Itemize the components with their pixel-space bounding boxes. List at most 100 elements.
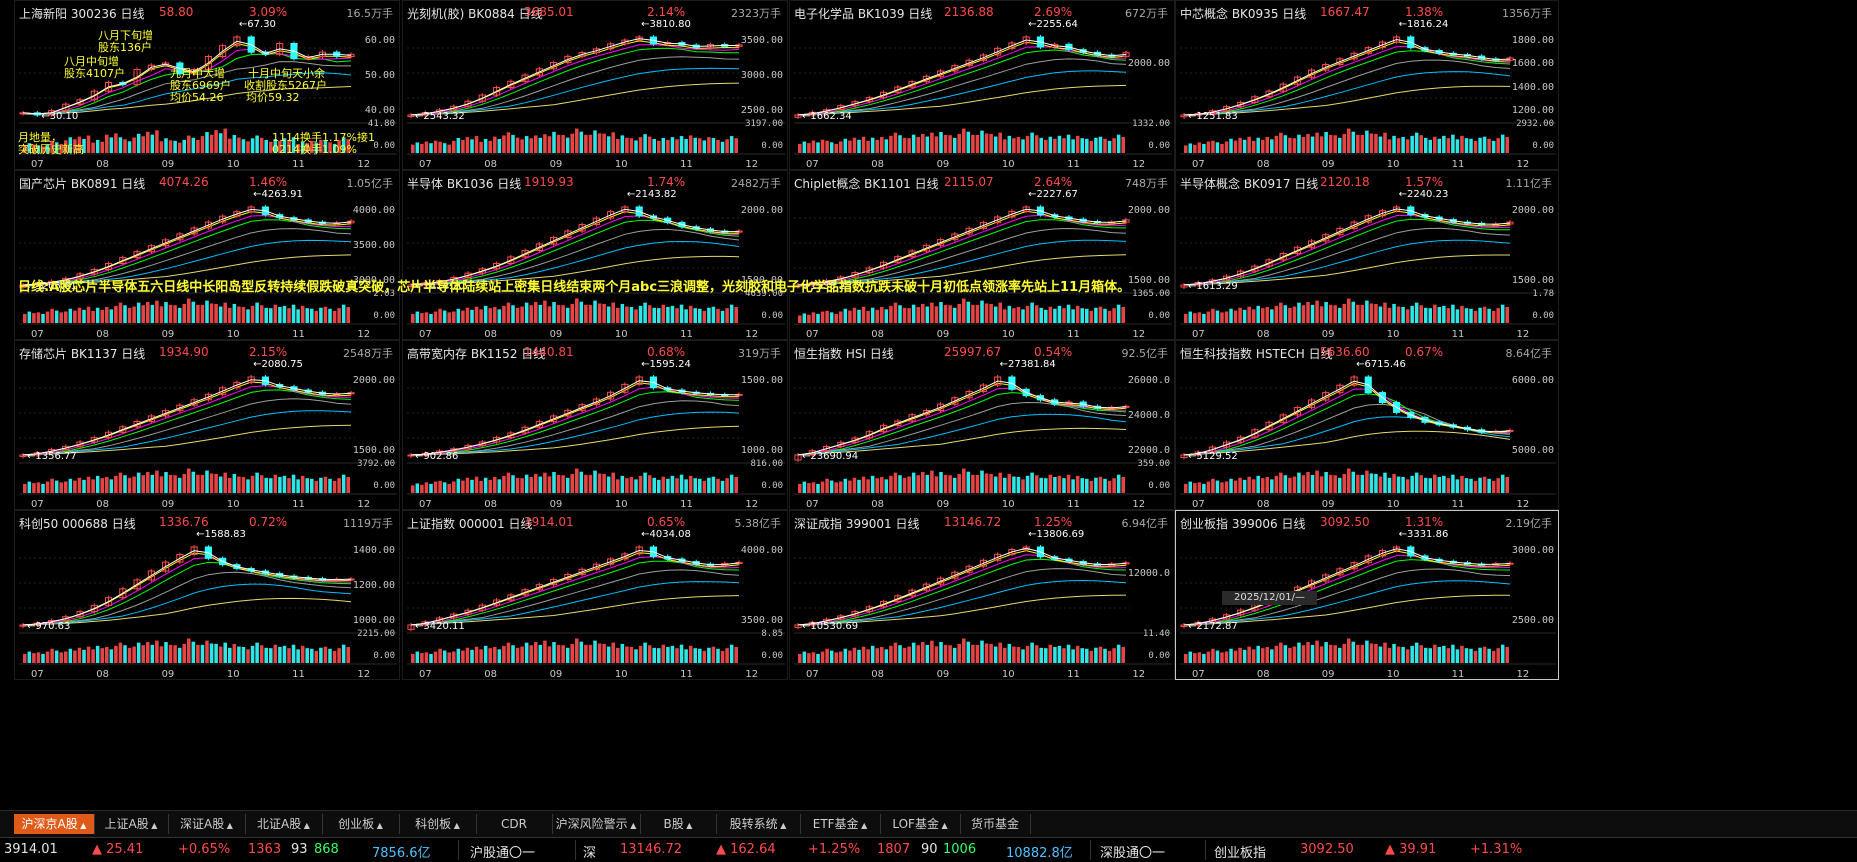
- volume-bar: [930, 302, 934, 323]
- volume-bar: [1238, 137, 1242, 153]
- x-axis-tick: 09: [1321, 159, 1335, 170]
- volume-bar: [159, 476, 164, 493]
- volume-bar: [984, 643, 989, 663]
- candle: [219, 387, 227, 395]
- moving-average-line: [797, 554, 1127, 626]
- dropdown-arrow-icon: ▲: [858, 821, 868, 830]
- volume-bar: [716, 648, 720, 663]
- tab-10[interactable]: ETF基金 ▲: [800, 814, 881, 834]
- tab-4[interactable]: 创业板 ▲: [322, 814, 400, 834]
- volume-bar: [447, 144, 451, 153]
- tab-1[interactable]: 上证A股 ▲: [94, 814, 169, 834]
- chart-panel[interactable]: 深证成指 399001 日线 13146.72 1.25% 6.94亿手 ←13806.…: [789, 510, 1175, 680]
- chart-panel[interactable]: 科创50 000688 日线 1336.76 0.72% 1119万手 ←1588.83…: [14, 510, 400, 680]
- tab-3[interactable]: 北证A股 ▲: [245, 814, 323, 834]
- tab-6[interactable]: CDR: [476, 814, 553, 834]
- candle: [851, 611, 859, 617]
- volume-bar: [647, 305, 652, 323]
- annotation-text: 均价59.32: [246, 91, 300, 104]
- volume-bar: [848, 310, 852, 323]
- candle: [176, 553, 184, 563]
- chart-panel[interactable]: 恒生指数 HSI 日线 25997.67 0.54% 92.5亿手 ←27381.84 ←…: [789, 340, 1175, 510]
- moving-average-line: [797, 401, 1127, 456]
- volume-bar: [1012, 476, 1016, 493]
- tab-11[interactable]: LOF基金 ▲: [880, 814, 961, 834]
- chart-panel[interactable]: Chiplet概念 BK1101 日线 2115.07 2.64% 748万手 ←222…: [789, 170, 1175, 340]
- tab-12[interactable]: 货币基金: [960, 814, 1031, 834]
- volume-bar: [300, 141, 305, 153]
- volume-bar: [870, 475, 875, 493]
- volume-bar: [479, 480, 483, 493]
- chart-price: 1667.47: [1320, 5, 1370, 19]
- volume-bar: [520, 646, 524, 663]
- chart-panel[interactable]: 半导体 BK1036 日线 1919.93 1.74% 2482万手 ←2143.82 ←…: [402, 170, 788, 340]
- candle: [435, 617, 444, 623]
- chart-volume: 92.5亿手: [1121, 347, 1169, 360]
- volume-bar: [68, 137, 73, 153]
- volume-bar: [415, 483, 420, 493]
- chart-header: 恒生指数 HSI 日线 25997.67 0.54% 92.5亿手: [794, 345, 1168, 361]
- tab-5[interactable]: 科创板 ▲: [399, 814, 477, 834]
- volume-bar: [861, 476, 866, 493]
- peak-label: ←3331.86: [1398, 529, 1449, 540]
- volume-bar: [319, 647, 323, 663]
- volume-bar: [196, 140, 200, 153]
- chart-panel[interactable]: 国产芯片 BK0891 日线 4074.26 1.46% 1.05亿手 ←4263.91…: [14, 170, 400, 340]
- volume-bar: [647, 475, 652, 493]
- volume-bar: [95, 139, 100, 153]
- candle: [937, 239, 945, 246]
- chart-panel[interactable]: 上证指数 000001 日线 3914.01 0.65% 5.38亿手 ←4034.08…: [402, 510, 788, 680]
- sgt-link[interactable]: 深股通〇一: [1100, 846, 1166, 861]
- volume-bar: [515, 307, 520, 323]
- chart-panel[interactable]: 中芯概念 BK0935 日线 1667.47 1.38% 1356万手 ←1816.24…: [1175, 0, 1559, 170]
- candle: [578, 568, 586, 575]
- chart-panel[interactable]: 光刻机(胶) BK0884 日线 3685.01 2.14% 2323万手 ←3810.…: [402, 0, 788, 170]
- volume-bar: [114, 305, 118, 323]
- candle: [133, 420, 141, 428]
- chart-panel[interactable]: 半导体概念 BK0917 日线 2120.18 1.57% 1.11亿手 ←2240.2…: [1175, 170, 1559, 340]
- volume-axis-tick: 11.40: [1142, 629, 1170, 639]
- volume-bar: [547, 476, 552, 493]
- volume-bar: [36, 145, 41, 153]
- volume-bar: [907, 138, 911, 153]
- x-axis-tick: 07: [419, 159, 432, 170]
- volume-bar: [1184, 313, 1188, 323]
- volume-bar: [657, 140, 661, 153]
- volume-axis-tick: 2.03: [373, 289, 395, 299]
- volume-bar: [1356, 644, 1360, 663]
- volume-bar: [857, 309, 861, 323]
- volume-bar: [962, 468, 966, 493]
- status-bar: 3914.01 ▲ 25.41 +0.65% 1363 93 868 7856.…: [0, 837, 1857, 862]
- volume-bar: [506, 302, 511, 323]
- volume-bar: [852, 477, 857, 493]
- volume-bar: [150, 304, 155, 323]
- tab-0[interactable]: 沪深京A股 ▲: [14, 814, 95, 834]
- volume-bar: [1405, 649, 1410, 663]
- chart-panel[interactable]: 创业板指 399006 日线 3092.50 1.31% 2.19亿手 ←3331.86…: [1175, 510, 1559, 680]
- chart-panel[interactable]: 高带宽内存 BK1152 日线 1440.81 0.68% 319万手 ←1595.24…: [402, 340, 788, 510]
- chart-panel[interactable]: 电子化学品 BK1039 日线 2136.88 2.69% 672万手 ←2255.64…: [789, 0, 1175, 170]
- sz-down-count: 1006: [943, 842, 977, 857]
- tab-2[interactable]: 深证A股 ▲: [168, 814, 246, 834]
- candle: [1208, 446, 1216, 453]
- chart-panel[interactable]: 上海新阳 300236 日线 58.80 3.09% 16.5万手 ←67.30 ←30.…: [14, 0, 400, 170]
- cyb-index-pct: +1.31%: [1470, 842, 1523, 857]
- chart-panel[interactable]: 存储芯片 BK1137 日线 1934.90 2.15% 2548万手 ←2080.75…: [14, 340, 400, 510]
- candle: [908, 250, 916, 258]
- volume-bar: [957, 473, 961, 493]
- volume-bar: [1279, 132, 1283, 153]
- candle: [1008, 210, 1016, 218]
- volume-bar: [820, 651, 825, 663]
- hgt-link[interactable]: 沪股通〇一: [470, 846, 536, 861]
- volume-bar: [1220, 143, 1224, 153]
- tab-9[interactable]: 股转系统 ▲: [716, 814, 801, 834]
- volume-bar: [948, 305, 952, 323]
- tab-8[interactable]: B股 ▲: [640, 814, 717, 834]
- volume-bar: [579, 131, 584, 153]
- chart-panel[interactable]: 恒生科技指数 HSTECH 日线 5636.60 0.67% 8.64亿手 ←6715.…: [1175, 340, 1559, 510]
- volume-bar: [975, 134, 980, 153]
- volume-bar: [1410, 475, 1414, 493]
- tab-7[interactable]: 沪深风险警示 ▲: [552, 814, 641, 834]
- volume-bar: [1007, 473, 1012, 493]
- volume-bar: [643, 302, 647, 323]
